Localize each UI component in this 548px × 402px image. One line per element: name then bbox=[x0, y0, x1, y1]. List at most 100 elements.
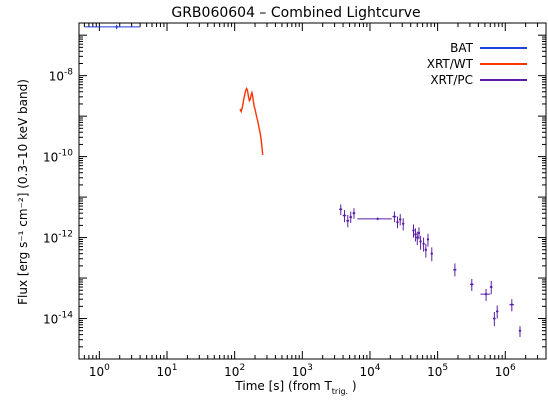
data-marker bbox=[115, 25, 118, 29]
y-tick-label: 10-8 bbox=[49, 68, 74, 84]
data-marker bbox=[417, 231, 421, 235]
legend-item-xrt-pc: XRT/PC bbox=[430, 73, 527, 87]
x-tick-label: 104 bbox=[359, 363, 380, 379]
data-point-xrt-pc bbox=[430, 247, 433, 262]
x-tick-label: 105 bbox=[427, 363, 448, 379]
y-tick-base: 10 bbox=[43, 313, 58, 327]
x-axis-label-end: ) bbox=[348, 379, 357, 393]
chart-title: GRB060604 – Combined Lightcurve bbox=[171, 5, 420, 21]
data-marker bbox=[422, 242, 425, 246]
y-axis-label: Flux [erg s⁻¹ cm⁻²] (0.3–10 keV band) bbox=[16, 79, 30, 305]
x-tick-label: 101 bbox=[157, 363, 178, 379]
y-tick-base: 10 bbox=[49, 70, 64, 84]
data-marker bbox=[470, 283, 473, 286]
data-marker bbox=[396, 220, 399, 224]
data-marker bbox=[343, 214, 346, 217]
x-tick-base: 10 bbox=[224, 365, 239, 379]
x-axis-label: Time [s] (from Ttrig. ) bbox=[234, 379, 356, 396]
x-tick-exponent: 3 bbox=[307, 363, 313, 373]
y-tick-label: 10-10 bbox=[43, 149, 73, 165]
legend-item-bat: BAT bbox=[450, 41, 527, 55]
x-tick-exponent: 0 bbox=[104, 363, 110, 373]
data-marker bbox=[510, 303, 514, 306]
series-bat bbox=[84, 24, 141, 30]
data-marker bbox=[346, 219, 349, 222]
x-tick-base: 10 bbox=[427, 365, 442, 379]
data-marker bbox=[424, 248, 428, 251]
data-point-xrt-pc bbox=[339, 204, 343, 216]
data-marker bbox=[453, 268, 457, 271]
data-point-xrt-pc bbox=[509, 299, 515, 312]
x-tick-base: 10 bbox=[359, 365, 374, 379]
x-tick-exponent: 6 bbox=[510, 363, 516, 373]
data-point-xrt-pc bbox=[349, 211, 353, 223]
data-marker bbox=[393, 215, 396, 218]
data-marker bbox=[339, 208, 342, 211]
y-tick-exponent: -10 bbox=[58, 149, 73, 159]
data-point-xrt-pc bbox=[417, 227, 421, 240]
data-layer bbox=[84, 24, 522, 337]
series-xrt-pc bbox=[339, 204, 522, 337]
legend-item-xrt-wt: XRT/WT bbox=[427, 57, 527, 71]
y-tick-base: 10 bbox=[43, 151, 58, 165]
x-tick-label: 100 bbox=[89, 363, 110, 379]
data-point-xrt-pc bbox=[392, 211, 397, 223]
data-point-xrt-pc bbox=[396, 216, 399, 229]
y-tick-label: 10-14 bbox=[43, 311, 73, 327]
y-tick-label: 10-12 bbox=[43, 230, 73, 246]
x-tick-base: 10 bbox=[292, 365, 307, 379]
data-marker bbox=[349, 215, 352, 219]
data-marker bbox=[490, 285, 493, 289]
data-point-xrt-pc bbox=[480, 288, 491, 302]
x-tick-base: 10 bbox=[89, 365, 104, 379]
x-tick-exponent: 1 bbox=[172, 363, 178, 373]
data-point-xrt-pc bbox=[469, 278, 474, 291]
legend-label: BAT bbox=[450, 41, 474, 55]
data-marker bbox=[496, 310, 499, 313]
data-point-xrt-pc bbox=[412, 224, 415, 238]
data-point-xrt-pc bbox=[453, 263, 457, 277]
data-point-xrt-pc bbox=[346, 215, 350, 228]
data-point-xrt-pc bbox=[402, 218, 405, 231]
series-xrt-wt bbox=[239, 86, 264, 155]
data-marker bbox=[484, 292, 488, 296]
x-tick-exponent: 4 bbox=[375, 363, 381, 373]
x-axis-label-main: Time [s] (from T bbox=[234, 379, 332, 393]
x-tick-exponent: 2 bbox=[239, 363, 245, 373]
series-line-xrt-wt bbox=[239, 86, 264, 155]
x-tick-base: 10 bbox=[495, 365, 510, 379]
axis-ticks bbox=[78, 22, 547, 360]
data-point-xrt-pc bbox=[424, 243, 428, 258]
data-point-xrt-pc bbox=[414, 228, 417, 242]
data-marker bbox=[419, 240, 422, 243]
data-marker bbox=[493, 317, 496, 320]
data-marker bbox=[416, 236, 419, 239]
y-tick-exponent: -8 bbox=[64, 68, 73, 78]
plot-frame bbox=[78, 22, 547, 360]
y-tick-base: 10 bbox=[43, 232, 58, 246]
data-marker bbox=[414, 233, 417, 236]
data-point-xrt-pc bbox=[493, 311, 496, 327]
x-axis-label-sub: trig. bbox=[332, 387, 348, 396]
data-marker bbox=[430, 252, 433, 255]
data-point-xrt-pc bbox=[352, 208, 356, 219]
data-marker bbox=[376, 217, 379, 221]
data-marker bbox=[402, 222, 405, 225]
x-tick-base: 10 bbox=[157, 365, 172, 379]
data-point-bat bbox=[84, 24, 141, 30]
data-marker bbox=[399, 218, 402, 221]
data-point-xrt-pc bbox=[342, 209, 347, 223]
legend: BAT XRT/WT XRT/PC bbox=[427, 41, 527, 87]
legend-label: XRT/WT bbox=[427, 57, 474, 71]
data-marker bbox=[412, 229, 415, 232]
data-point-xrt-pc bbox=[518, 326, 522, 337]
data-marker bbox=[426, 238, 430, 241]
x-tick-label: 103 bbox=[292, 363, 313, 379]
data-point-xrt-pc bbox=[399, 214, 402, 226]
data-point-xrt-pc bbox=[419, 235, 422, 250]
data-marker bbox=[352, 211, 356, 215]
x-tick-label: 106 bbox=[495, 363, 516, 379]
x-tick-exponent: 5 bbox=[442, 363, 448, 373]
